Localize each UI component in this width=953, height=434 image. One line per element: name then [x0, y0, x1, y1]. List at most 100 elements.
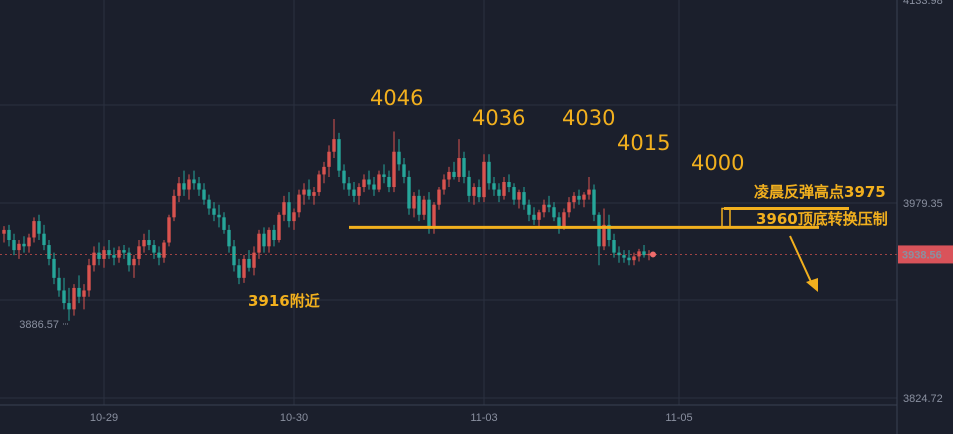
candle-body	[77, 287, 81, 297]
candle-body	[432, 204, 436, 228]
candle-body	[552, 207, 556, 218]
candle	[182, 170, 186, 196]
candle	[437, 187, 441, 210]
candle-body	[332, 139, 336, 152]
candle	[212, 202, 216, 222]
candle-body	[482, 161, 486, 198]
candle	[337, 132, 341, 177]
candle	[552, 202, 556, 222]
candle-body	[622, 255, 626, 258]
time-tick-label: 10-29	[90, 412, 118, 424]
candle	[297, 189, 301, 218]
candle-body	[167, 217, 171, 243]
candle	[587, 176, 591, 200]
candle-body	[412, 195, 416, 209]
candle-body	[387, 176, 391, 188]
candle	[487, 154, 491, 190]
candle	[277, 212, 281, 243]
candle	[202, 183, 206, 205]
candle	[122, 245, 126, 259]
candle	[252, 246, 256, 276]
candle	[412, 192, 416, 218]
candle-body	[537, 212, 541, 220]
candle	[272, 224, 276, 247]
candle	[577, 189, 581, 205]
candle	[402, 158, 406, 184]
candle	[362, 174, 366, 193]
candle	[292, 208, 296, 230]
candle	[532, 207, 536, 225]
candle	[637, 248, 641, 262]
candle-body	[312, 192, 316, 196]
candle	[317, 170, 321, 196]
candle	[7, 224, 11, 247]
candle	[152, 240, 156, 259]
candle	[287, 192, 291, 228]
candle	[357, 183, 361, 205]
candle-body	[437, 189, 441, 205]
candle-body	[522, 192, 526, 205]
candle-body	[392, 151, 396, 188]
candle-body	[127, 252, 131, 266]
candle	[567, 197, 571, 218]
candle	[347, 176, 351, 196]
candle	[372, 176, 376, 196]
candle	[622, 250, 626, 263]
candle-body	[267, 229, 271, 247]
candle-body	[397, 151, 401, 165]
candle-body	[567, 202, 571, 213]
candle	[547, 195, 551, 213]
candle	[332, 118, 336, 159]
candle	[137, 240, 141, 266]
candle	[582, 192, 586, 208]
candle	[617, 246, 621, 263]
support-label: 3916附近	[248, 292, 320, 310]
candle-body	[2, 229, 6, 234]
candle	[322, 161, 326, 184]
candle	[2, 226, 6, 243]
candle	[592, 184, 596, 222]
candle-body	[232, 246, 236, 266]
candle	[167, 214, 171, 247]
candle	[607, 214, 611, 247]
candle	[302, 183, 306, 205]
candle-body	[32, 221, 36, 238]
candle-body	[242, 258, 246, 278]
candle-body	[252, 252, 256, 268]
candle	[517, 189, 521, 209]
candle-body	[17, 243, 21, 251]
candle-body	[107, 250, 111, 256]
price-tick-label: 3824.72	[903, 393, 943, 405]
candle	[262, 227, 266, 253]
candle	[442, 174, 446, 195]
candle-body	[557, 217, 561, 228]
candle-body	[187, 179, 191, 190]
candle-body	[142, 240, 146, 247]
candle	[467, 170, 471, 203]
candle-body	[97, 252, 101, 259]
candle	[557, 212, 561, 234]
candle-body	[322, 166, 326, 175]
candle-body	[257, 233, 261, 253]
candle-body	[367, 179, 371, 185]
candle	[377, 170, 381, 193]
candle	[87, 258, 91, 297]
candle-body	[507, 182, 511, 188]
candle	[57, 267, 61, 297]
candle	[27, 233, 31, 253]
candle-body	[247, 258, 251, 268]
candle-body	[527, 204, 531, 215]
time-tick-label: 10-30	[280, 412, 308, 424]
candle-body	[277, 214, 281, 241]
candle-body	[112, 255, 116, 258]
candle-body	[7, 229, 11, 241]
candle-body	[342, 170, 346, 184]
candle-body	[317, 174, 321, 193]
candle-body	[297, 194, 301, 213]
candle	[422, 195, 426, 220]
peak-label: 4000	[691, 151, 744, 175]
candle-body	[402, 164, 406, 177]
candle-body	[302, 189, 306, 195]
candle	[52, 252, 56, 285]
